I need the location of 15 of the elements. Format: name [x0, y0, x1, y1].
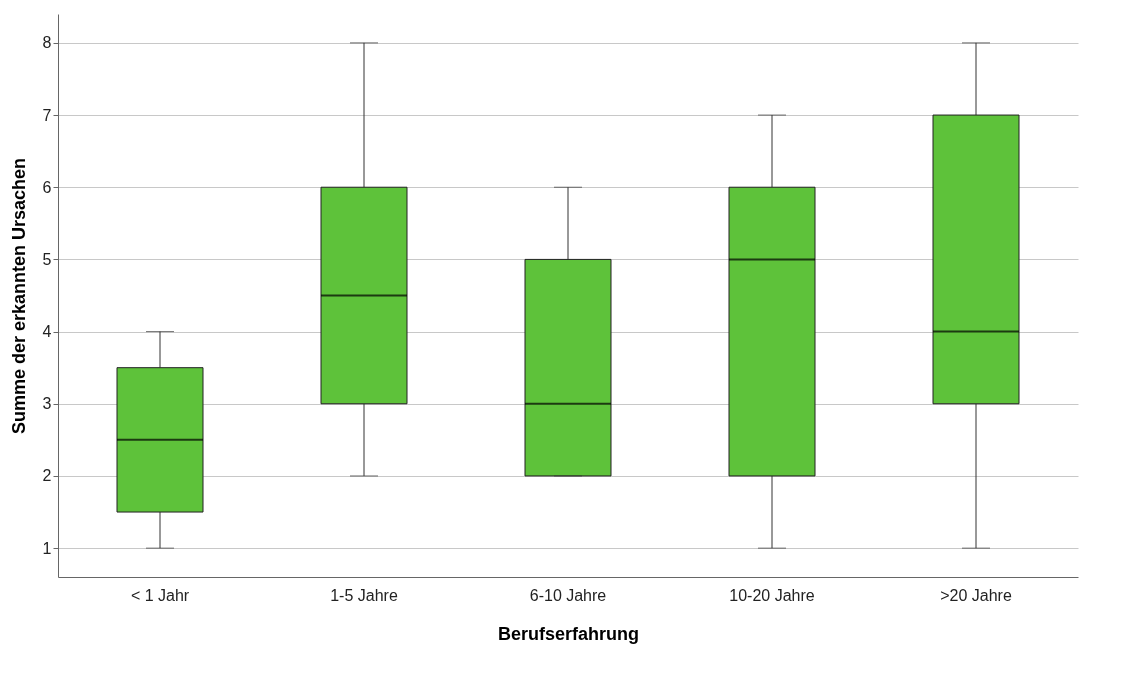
x-tick-label: 6-10 Jahre — [529, 586, 607, 604]
x-tick-label: >20 Jahre — [940, 586, 1012, 604]
y-tick-label: 5 — [42, 250, 52, 268]
y-tick-label: 7 — [42, 106, 52, 124]
x-tick-label: 10-20 Jahre — [729, 586, 815, 604]
y-tick-label: 2 — [42, 467, 52, 485]
y-tick-label: 6 — [42, 178, 52, 196]
y-tick-label: 4 — [42, 323, 52, 341]
y-tick-label: 1 — [42, 539, 52, 557]
x-tick-label: < 1 Jahr — [130, 586, 190, 604]
y-tick-label: 8 — [42, 34, 52, 52]
y-tick-label: 3 — [42, 395, 52, 413]
x-axis-title: Berufserfahrung — [497, 623, 640, 644]
x-tick-label: 1-5 Jahre — [330, 586, 398, 604]
y-axis-title: Summe der erkannten Ursachen — [8, 157, 29, 435]
